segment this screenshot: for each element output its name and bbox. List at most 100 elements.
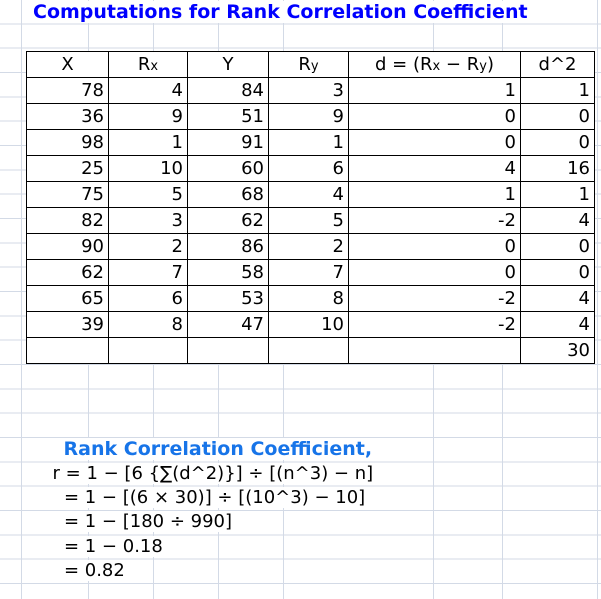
table-row: 90 2 86 2 0 0 xyxy=(26,233,595,260)
table-cell[interactable]: 1 xyxy=(348,77,521,104)
formula-row: = 1 − [(6 × 30)] ÷ [(10^3) − 10] xyxy=(22,462,373,508)
table-cell[interactable]: 58 xyxy=(187,259,269,286)
table-cell[interactable]: 39 xyxy=(26,311,109,338)
table-cell[interactable]: 5 xyxy=(268,207,349,234)
table-cell[interactable]: 0 xyxy=(348,259,521,286)
table-cell[interactable]: 4 xyxy=(348,155,521,182)
table-cell[interactable]: 82 xyxy=(26,207,109,234)
formula-result-line: = 0.82 xyxy=(52,559,125,581)
rank-correlation-table: X Rx Y Ry d = (Rx − Ry) d^2 78 4 84 3 1 1 36 9… xyxy=(26,51,595,364)
table-cell[interactable]: 6 xyxy=(108,285,188,312)
table-cell[interactable]: 1 xyxy=(520,181,595,208)
table-cell[interactable]: 6 xyxy=(268,155,349,182)
table-cell[interactable]: 1 xyxy=(108,129,188,156)
table-cell[interactable]: 47 xyxy=(187,311,269,338)
table-cell[interactable]: 9 xyxy=(108,103,188,130)
header-label: R xyxy=(137,54,151,75)
table-cell[interactable]: 25 xyxy=(26,155,109,182)
table-cell[interactable]: 3 xyxy=(268,77,349,104)
table-cell[interactable]: -2 xyxy=(348,207,521,234)
formula-row: = 0.82 xyxy=(22,535,373,581)
table-cell[interactable]: 10 xyxy=(268,311,349,338)
table-cell[interactable]: 7 xyxy=(108,259,188,286)
table-cell[interactable] xyxy=(348,337,521,364)
table-cell[interactable]: 86 xyxy=(187,233,269,260)
table-cell[interactable]: 4 xyxy=(520,207,595,234)
table-cell[interactable]: 0 xyxy=(520,129,595,156)
table-cell[interactable] xyxy=(187,337,269,364)
table-cell[interactable]: 53 xyxy=(187,285,269,312)
table-cell[interactable]: 16 xyxy=(520,155,595,182)
table-cell[interactable]: 84 xyxy=(187,77,269,104)
table-cell[interactable]: 62 xyxy=(187,207,269,234)
header-subscript: x xyxy=(150,59,159,74)
column-header-d[interactable]: d = (Rx − Ry) xyxy=(348,51,521,78)
column-header-d2[interactable]: d^2 xyxy=(520,51,595,78)
column-header-x[interactable]: X xyxy=(26,51,109,78)
table-cell[interactable]: 90 xyxy=(26,233,109,260)
column-header-y[interactable]: Y xyxy=(187,51,269,78)
table-cell[interactable]: 4 xyxy=(520,285,595,312)
table-cell[interactable]: 0 xyxy=(520,103,595,130)
header-subscript: y xyxy=(479,59,487,74)
table-cell[interactable]: 0 xyxy=(348,103,521,130)
table-cell[interactable]: 1 xyxy=(268,129,349,156)
table-cell[interactable] xyxy=(26,337,109,364)
table-cell[interactable]: 65 xyxy=(26,285,109,312)
table-cell[interactable]: 0 xyxy=(348,233,521,260)
table-cell[interactable]: 9 xyxy=(268,103,349,130)
table-cell[interactable]: 68 xyxy=(187,181,269,208)
table-cell[interactable]: 4 xyxy=(520,311,595,338)
table-cell[interactable]: 1 xyxy=(348,181,521,208)
table-cell[interactable] xyxy=(268,337,349,364)
column-header-ry[interactable]: Ry xyxy=(268,51,349,78)
header-label: − R xyxy=(440,54,480,75)
table-cell[interactable]: 5 xyxy=(108,181,188,208)
table-cell[interactable]: 2 xyxy=(108,233,188,260)
formula-section: Rank Correlation Coefficient, r = 1 − [6… xyxy=(22,413,374,581)
table-cell[interactable]: 51 xyxy=(187,103,269,130)
table-cell[interactable]: 98 xyxy=(26,129,109,156)
table-cell[interactable]: 8 xyxy=(268,285,349,312)
table-cell-d2-total[interactable]: 30 xyxy=(520,337,595,364)
formula-line: r = 1 − [6 {∑(d^2)}] ÷ [(n^3) − n] xyxy=(52,462,374,484)
table-cell[interactable]: 0 xyxy=(520,259,595,286)
table-row: 75 5 68 4 1 1 xyxy=(26,181,595,208)
table-cell[interactable]: 78 xyxy=(26,77,109,104)
table-cell[interactable]: 4 xyxy=(108,77,188,104)
table-total-row: 30 xyxy=(26,337,595,364)
table-cell[interactable]: 0 xyxy=(348,129,521,156)
table-row: 25 10 60 6 4 16 xyxy=(26,155,595,182)
header-label: R xyxy=(298,54,311,75)
table-row: 36 9 51 9 0 0 xyxy=(26,103,595,130)
table-cell[interactable]: 3 xyxy=(108,207,188,234)
formula-heading-row: Rank Correlation Coefficient, xyxy=(22,413,373,461)
table-cell[interactable]: 75 xyxy=(26,181,109,208)
column-header-rx[interactable]: Rx xyxy=(108,51,188,78)
table-cell[interactable]: -2 xyxy=(348,285,521,312)
table-header-row: X Rx Y Ry d = (Rx − Ry) d^2 xyxy=(26,51,595,78)
header-label: d = (R xyxy=(375,54,433,75)
table-cell[interactable]: -2 xyxy=(348,311,521,338)
table-cell[interactable]: 62 xyxy=(26,259,109,286)
table-cell[interactable]: 36 xyxy=(26,103,109,130)
table-cell[interactable]: 1 xyxy=(520,77,595,104)
table-row: 62 7 58 7 0 0 xyxy=(26,259,595,286)
table-cell[interactable]: 60 xyxy=(187,155,269,182)
formula-row: = 1 − [180 ÷ 990] xyxy=(22,486,373,533)
header-label: ) xyxy=(486,54,494,75)
formula-line: = 1 − 0.18 xyxy=(52,535,163,557)
table-cell[interactable]: 91 xyxy=(187,129,269,156)
table-cell[interactable]: 10 xyxy=(108,155,188,182)
table-cell[interactable] xyxy=(108,337,188,364)
table-cell[interactable]: 7 xyxy=(268,259,349,286)
formula-row: r = 1 − [6 {∑(d^2)}] ÷ [(n^3) − n] xyxy=(22,437,374,484)
header-subscript: y xyxy=(310,59,319,74)
table-row: 39 8 47 10 -2 4 xyxy=(26,311,595,338)
table-cell[interactable]: 0 xyxy=(520,233,595,260)
table-cell[interactable]: 4 xyxy=(268,181,349,208)
table-cell[interactable]: 2 xyxy=(268,233,349,260)
table-cell[interactable]: 8 xyxy=(108,311,188,338)
table-row: 82 3 62 5 -2 4 xyxy=(26,207,595,234)
